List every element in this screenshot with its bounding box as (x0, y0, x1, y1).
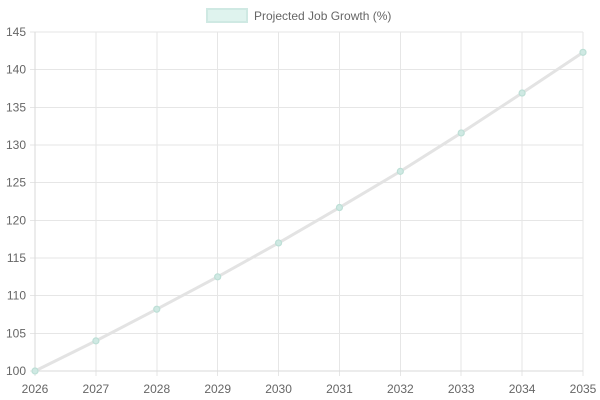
axis-layer: 2026 2027 2028 2029 2030 2031 2032 2033 2034 2035… (6, 25, 597, 396)
grid-layer (30, 31, 584, 376)
x-tick-label: 2031 (326, 382, 353, 396)
y-tick-label: 135 (6, 100, 26, 114)
x-tick-label: 2027 (83, 382, 110, 396)
legend-swatch (206, 8, 248, 23)
legend[interactable]: Projected Job Growth (%) (206, 8, 391, 23)
x-tick-label: 2033 (448, 382, 475, 396)
x-tick-label: 2026 (22, 382, 49, 396)
y-tick-label: 105 (6, 326, 26, 340)
y-tick-label: 130 (6, 138, 26, 152)
data-point[interactable] (153, 305, 161, 313)
data-point[interactable] (274, 239, 283, 247)
y-tick-label: 100 (6, 364, 26, 378)
data-point[interactable] (457, 129, 465, 137)
data-point[interactable] (518, 89, 526, 97)
legend-label: Projected Job Growth (%) (254, 9, 391, 23)
data-point[interactable] (335, 203, 344, 212)
y-tick-label: 110 (7, 289, 26, 303)
data-point[interactable] (31, 367, 39, 375)
y-tick-label: 140 (6, 63, 26, 77)
y-tick-label: 120 (6, 213, 26, 227)
x-tick-label: 2032 (387, 382, 414, 396)
x-tick-label: 2028 (143, 382, 170, 396)
x-tick-label: 2035 (570, 382, 597, 396)
x-tick-label: 2029 (204, 382, 231, 396)
data-point[interactable] (579, 48, 587, 56)
y-tick-label: 115 (7, 251, 26, 265)
series-layer (31, 48, 587, 375)
data-point[interactable] (214, 273, 222, 281)
y-tick-label: 145 (6, 25, 26, 39)
x-tick-label: 2030 (265, 382, 292, 396)
data-point[interactable] (92, 337, 100, 345)
y-tick-label: 125 (6, 176, 26, 190)
x-tick-label: 2034 (509, 382, 536, 396)
data-point[interactable] (396, 167, 404, 175)
series-line (33, 50, 585, 373)
